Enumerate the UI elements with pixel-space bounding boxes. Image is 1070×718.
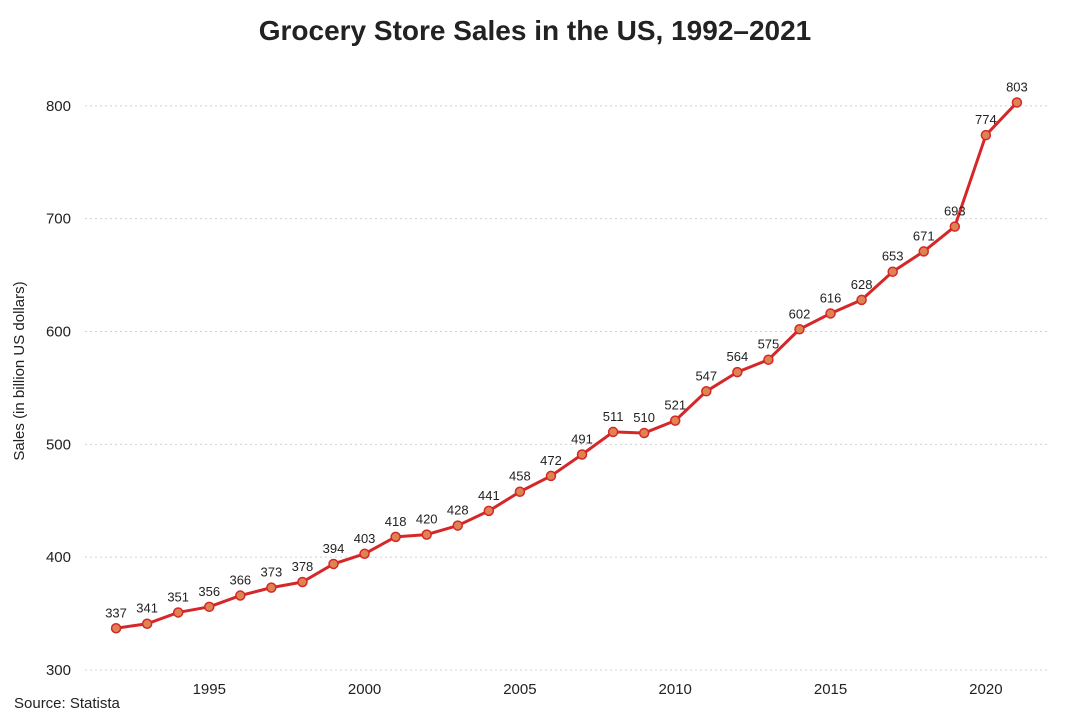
data-marker	[174, 608, 183, 617]
data-marker	[267, 583, 276, 592]
data-marker	[112, 624, 121, 633]
data-label: 521	[664, 398, 686, 413]
data-label: 803	[1006, 79, 1028, 94]
data-label: 774	[975, 112, 997, 127]
data-label: 472	[540, 453, 562, 468]
data-marker	[795, 325, 804, 334]
data-label: 356	[198, 584, 220, 599]
x-tick-label: 2000	[348, 681, 381, 698]
data-marker	[205, 602, 214, 611]
chart-container: Grocery Store Sales in the US, 1992–2021…	[0, 0, 1070, 718]
data-label: 403	[354, 531, 376, 546]
data-marker	[733, 368, 742, 377]
data-label: 653	[882, 249, 904, 264]
data-label: 575	[758, 337, 780, 352]
data-label: 511	[603, 409, 624, 424]
data-label: 628	[851, 277, 873, 292]
y-tick-label: 400	[46, 549, 71, 566]
data-label: 458	[509, 469, 531, 484]
data-marker	[422, 530, 431, 539]
data-label: 441	[478, 488, 500, 503]
data-marker	[826, 309, 835, 318]
data-label: 394	[323, 541, 345, 556]
data-marker	[857, 295, 866, 304]
data-marker	[236, 591, 245, 600]
data-marker	[671, 416, 680, 425]
data-label: 366	[229, 573, 251, 588]
data-label: 693	[944, 204, 966, 219]
data-label: 351	[167, 589, 189, 604]
data-marker	[391, 532, 400, 541]
data-marker	[484, 506, 493, 515]
data-label: 491	[571, 431, 593, 446]
y-axis-label: Sales (in billion US dollars)	[11, 281, 28, 460]
data-marker	[578, 450, 587, 459]
x-tick-label: 2015	[814, 681, 847, 698]
data-marker	[515, 487, 524, 496]
data-marker	[546, 471, 555, 480]
data-label: 671	[913, 228, 935, 243]
data-marker	[981, 131, 990, 140]
data-marker	[919, 247, 928, 256]
data-label: 510	[633, 410, 655, 425]
data-label: 616	[820, 290, 842, 305]
data-marker	[950, 222, 959, 231]
data-marker	[1012, 98, 1021, 107]
x-tick-label: 2005	[503, 681, 536, 698]
y-tick-label: 600	[46, 324, 71, 341]
data-label: 420	[416, 512, 438, 527]
data-marker	[764, 355, 773, 364]
source-text: Source: Statista	[14, 695, 121, 712]
data-label: 337	[105, 605, 127, 620]
y-tick-label: 300	[46, 662, 71, 679]
x-tick-label: 2020	[969, 681, 1002, 698]
data-marker	[453, 521, 462, 530]
data-marker	[329, 559, 338, 568]
data-marker	[609, 427, 618, 436]
y-tick-label: 800	[46, 98, 71, 115]
x-tick-label: 1995	[193, 681, 226, 698]
chart-title: Grocery Store Sales in the US, 1992–2021	[259, 15, 812, 46]
data-marker	[702, 387, 711, 396]
y-tick-label: 700	[46, 211, 71, 228]
data-marker	[888, 267, 897, 276]
data-label: 602	[789, 306, 811, 321]
data-label: 373	[261, 565, 283, 580]
data-label: 428	[447, 503, 469, 518]
data-label: 418	[385, 514, 407, 529]
data-marker	[640, 429, 649, 438]
line-chart: Grocery Store Sales in the US, 1992–2021…	[0, 0, 1070, 718]
data-marker	[298, 577, 307, 586]
data-marker	[143, 619, 152, 628]
data-label: 547	[695, 368, 717, 383]
data-marker	[360, 549, 369, 558]
data-label: 564	[727, 349, 749, 364]
data-label: 341	[136, 601, 158, 616]
x-tick-label: 2010	[659, 681, 692, 698]
y-tick-label: 500	[46, 436, 71, 453]
data-label: 378	[292, 559, 314, 574]
